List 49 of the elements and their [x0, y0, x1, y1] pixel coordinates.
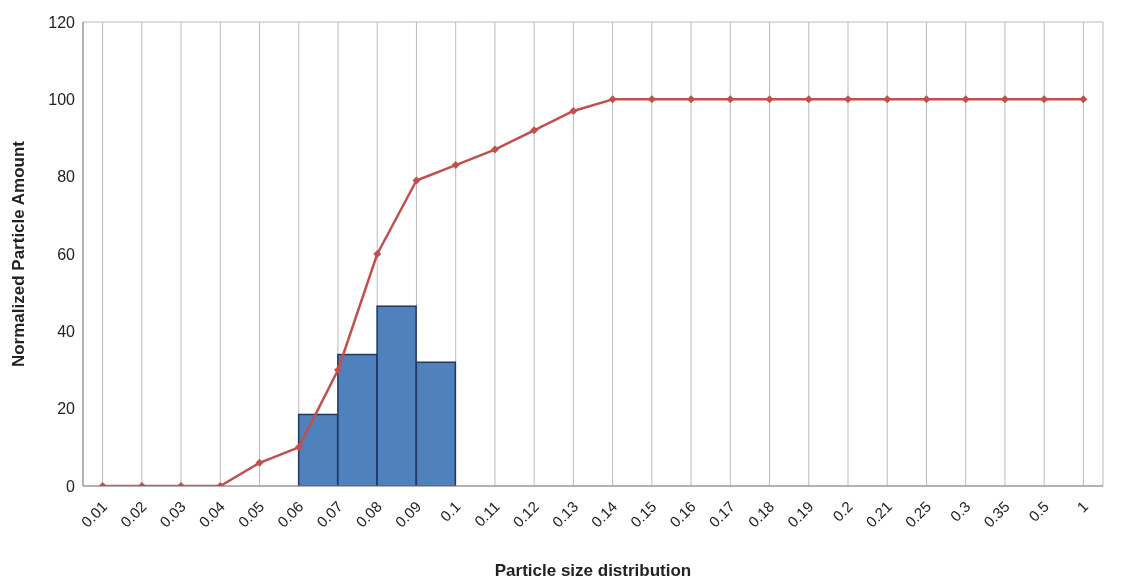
y-tick-label: 20: [57, 400, 76, 418]
point: [373, 250, 382, 258]
y-tick-label: 40: [57, 323, 76, 341]
point: [608, 95, 617, 104]
x-tick-label: 0.06: [273, 497, 307, 531]
point: [1079, 95, 1088, 104]
x-tick-label: 0.5: [1025, 497, 1052, 525]
y-tick-label: 80: [57, 168, 76, 186]
y-tick-label: 60: [57, 245, 76, 263]
x-tick-label: 0.01: [77, 497, 111, 531]
point: [726, 95, 735, 104]
x-tick-label: 0.12: [509, 497, 542, 531]
point: [412, 176, 421, 185]
x-tick-label: 0.16: [666, 497, 699, 531]
x-tick-label: 0.14: [587, 497, 621, 531]
x-tick-label: 0.04: [195, 497, 229, 531]
y-tick-label: 120: [48, 13, 76, 31]
y-tick-label: 100: [48, 91, 76, 109]
point: [1040, 95, 1049, 104]
x-tick-label: 0.11: [470, 497, 503, 530]
x-tick-label: 0.03: [156, 497, 189, 531]
point: [922, 95, 931, 104]
point: [647, 95, 656, 104]
x-tick-label: 0.13: [548, 497, 582, 531]
x-tick-label: 0.21: [862, 497, 896, 531]
x-tick-label: 0.1: [436, 497, 464, 525]
x-tick-label: 0.19: [783, 497, 817, 531]
x-tick-label: 1: [1073, 497, 1092, 516]
point: [451, 161, 460, 170]
x-tick-label: 0.2: [829, 497, 856, 525]
x-tick-label: 0.18: [744, 497, 778, 531]
y-tick-label: 0: [66, 477, 76, 495]
x-tick-label: 0.02: [116, 497, 150, 531]
x-tick-label: 0.08: [352, 497, 386, 531]
x-tick-label: 0.09: [391, 497, 425, 531]
x-axis-title: Particle size distribution: [494, 561, 692, 580]
point: [961, 95, 970, 104]
point: [294, 443, 303, 452]
x-tick-label: 0.3: [946, 497, 974, 525]
y-axis-title: Normalized Particle Amount: [9, 140, 29, 368]
point: [255, 458, 264, 467]
point: [765, 95, 774, 104]
point: [569, 106, 578, 115]
point: [804, 95, 813, 104]
point: [334, 366, 342, 374]
point: [844, 95, 852, 104]
point: [530, 126, 539, 135]
point: [883, 95, 892, 104]
point: [490, 145, 499, 154]
